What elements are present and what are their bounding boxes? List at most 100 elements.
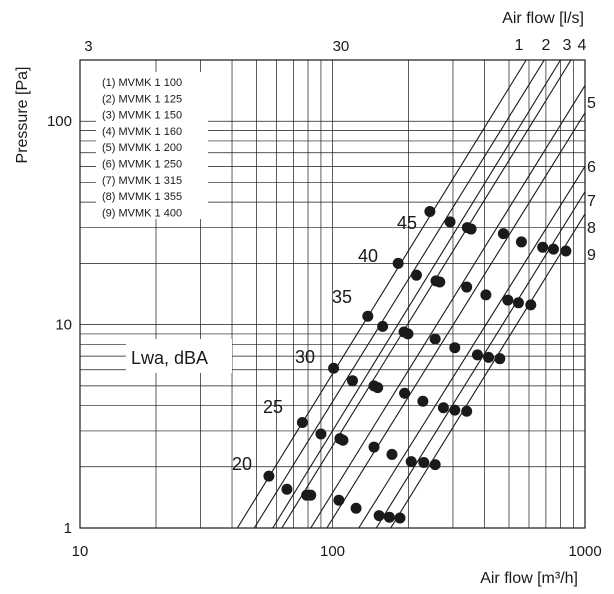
sound-level-point xyxy=(537,241,549,253)
sound-level-point xyxy=(461,405,473,417)
lwa-label: Lwa, dBA xyxy=(131,348,208,368)
legend-entry: (1) MVMK 1 100 xyxy=(102,77,182,89)
x-tick-label: 100 xyxy=(320,543,345,560)
series-line-4 xyxy=(281,60,572,528)
x-tick-label: 1000 xyxy=(568,543,601,560)
curve-label-8: 8 xyxy=(587,220,596,237)
sound-level-point xyxy=(383,511,395,523)
sound-level-point xyxy=(337,434,349,446)
sound-level-point xyxy=(483,351,495,363)
lwa-box xyxy=(126,339,232,373)
db-level-label: 30 xyxy=(295,347,315,367)
sound-level-point xyxy=(515,236,527,248)
legend-entry: (9) MVMK 1 400 xyxy=(102,207,182,219)
legend-entry: (7) MVMK 1 315 xyxy=(102,175,182,187)
series-lines xyxy=(236,60,585,528)
series-line-6 xyxy=(326,112,585,528)
y-axis-label: Pressure [Pa] xyxy=(14,67,31,164)
sound-level-point xyxy=(494,353,506,365)
sound-level-point xyxy=(296,417,308,429)
legend-entry: (6) MVMK 1 250 xyxy=(102,159,182,171)
x2-tick-label: 30 xyxy=(333,38,350,55)
sound-level-point xyxy=(547,243,559,255)
sound-level-point xyxy=(461,281,473,293)
sound-level-point xyxy=(377,320,389,332)
sound-level-point xyxy=(429,333,441,345)
legend-entry: (5) MVMK 1 200 xyxy=(102,142,182,154)
series-line-9 xyxy=(390,213,585,528)
curve-label-9: 9 xyxy=(587,247,596,264)
sound-level-point xyxy=(394,512,406,524)
curve-label-2: 2 xyxy=(542,37,551,54)
x-tick-label: 10 xyxy=(72,543,89,560)
legend-entry: (2) MVMK 1 125 xyxy=(102,93,182,105)
sound-level-point xyxy=(263,470,275,482)
plot-frame xyxy=(79,59,586,529)
legend-box xyxy=(96,72,208,219)
db-level-label: 25 xyxy=(263,397,283,417)
sound-level-point xyxy=(392,257,404,269)
sound-level-point xyxy=(449,342,461,354)
sound-level-point xyxy=(373,510,385,522)
curve-label-1: 1 xyxy=(515,37,524,54)
y-tick-label: 100 xyxy=(47,113,72,130)
x2-tick-label: 3 xyxy=(84,38,92,55)
sound-level-point xyxy=(424,205,436,217)
sound-level-point xyxy=(525,299,537,311)
sound-level-point xyxy=(512,297,524,309)
legend-entry: (3) MVMK 1 150 xyxy=(102,110,182,122)
sound-level-point xyxy=(410,269,422,281)
db-level-label: 35 xyxy=(332,287,352,307)
sound-level-point xyxy=(386,448,398,460)
sound-level-point xyxy=(417,395,429,407)
db-level-label: 20 xyxy=(232,454,252,474)
sound-level-point xyxy=(437,402,449,414)
sound-level-point xyxy=(471,349,483,361)
series-line-3 xyxy=(272,60,561,528)
sound-level-point xyxy=(315,428,327,440)
x-axis-label: Air flow [m³/h] xyxy=(480,570,578,587)
sound-level-point xyxy=(429,459,441,471)
sound-level-point xyxy=(328,362,340,374)
series-line-7 xyxy=(358,166,585,528)
series-line-2 xyxy=(253,60,545,528)
sound-level-point xyxy=(372,382,384,394)
legend: (1) MVMK 1 100 (2) MVMK 1 125 (3) MVMK 1 1… xyxy=(96,72,208,219)
curve-label-5: 5 xyxy=(587,95,596,112)
sound-level-points xyxy=(263,205,572,524)
sound-level-point xyxy=(346,375,358,387)
sound-level-point xyxy=(405,456,417,468)
curve-label-4: 4 xyxy=(578,37,587,54)
sound-level-point xyxy=(402,328,414,340)
legend-entry: (8) MVMK 1 355 xyxy=(102,191,182,203)
sound-level-point xyxy=(368,441,380,453)
sound-level-point xyxy=(434,276,446,288)
y-tick-label: 10 xyxy=(55,317,72,334)
sound-level-point xyxy=(497,228,509,240)
y-tick-label: 1 xyxy=(64,520,72,537)
sound-level-point xyxy=(399,387,411,399)
legend-entry: (4) MVMK 1 160 xyxy=(102,126,182,138)
sound-level-point xyxy=(480,289,492,301)
db-level-label: 45 xyxy=(397,213,417,233)
sound-level-point xyxy=(502,294,514,306)
sound-level-point xyxy=(449,404,461,416)
sound-level-point xyxy=(333,494,345,506)
sound-level-point xyxy=(444,216,456,228)
sound-level-point xyxy=(418,456,430,468)
series-line-5 xyxy=(310,85,585,528)
sound-level-point xyxy=(560,245,572,257)
x2-axis-label: Air flow [l/s] xyxy=(502,10,584,27)
curve-label-3: 3 xyxy=(563,37,572,54)
sound-level-point xyxy=(362,310,374,322)
sound-level-point xyxy=(350,502,362,514)
sound-level-point xyxy=(305,489,317,501)
sound-level-point xyxy=(281,483,293,495)
curve-label-6: 6 xyxy=(587,159,596,176)
series-line-8 xyxy=(375,191,585,528)
curve-label-7: 7 xyxy=(587,193,596,210)
sound-level-point xyxy=(465,223,477,235)
series-line-1 xyxy=(236,60,527,528)
